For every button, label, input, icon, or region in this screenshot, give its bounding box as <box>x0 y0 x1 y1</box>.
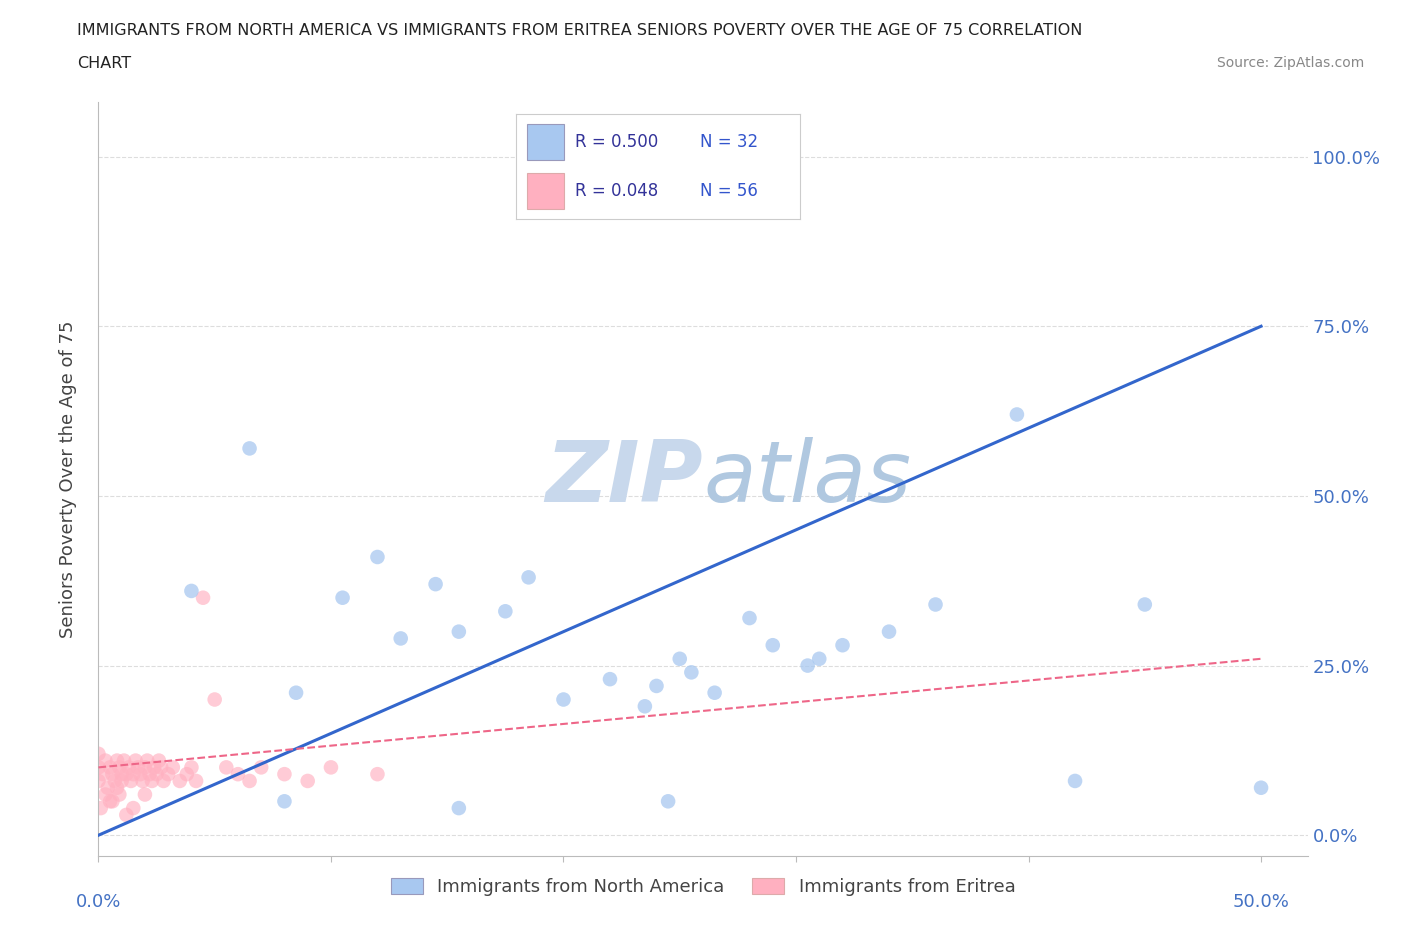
Point <box>98 760 121 775</box>
Point <box>703 685 725 700</box>
Point <box>101 766 124 781</box>
Point <box>115 807 138 822</box>
Point <box>634 698 657 713</box>
Point <box>738 611 761 626</box>
Point <box>94 753 117 768</box>
Legend: Immigrants from North America, Immigrants from Eritrea: Immigrants from North America, Immigrant… <box>384 870 1022 903</box>
Point <box>877 624 900 639</box>
Point <box>250 760 273 775</box>
Point <box>1005 407 1028 422</box>
Point <box>796 658 818 673</box>
Point <box>204 692 226 707</box>
Point <box>425 577 447 591</box>
Point <box>148 753 170 768</box>
Point <box>87 760 110 775</box>
Point <box>124 753 146 768</box>
Point <box>150 760 173 775</box>
Point <box>105 753 128 768</box>
Point <box>285 685 308 700</box>
Point <box>138 766 160 781</box>
Point <box>141 774 163 789</box>
Point <box>87 774 110 789</box>
Point <box>111 766 134 781</box>
Point <box>494 604 516 618</box>
Point <box>115 766 138 781</box>
Point <box>129 766 152 781</box>
Point <box>152 774 174 789</box>
Point <box>239 441 262 456</box>
Point <box>127 760 149 775</box>
Point <box>176 766 198 781</box>
Point <box>184 774 207 789</box>
Point <box>136 753 159 768</box>
Point <box>118 760 141 775</box>
Text: IMMIGRANTS FROM NORTH AMERICA VS IMMIGRANTS FROM ERITREA SENIORS POVERTY OVER TH: IMMIGRANTS FROM NORTH AMERICA VS IMMIGRA… <box>77 23 1083 38</box>
Point <box>657 794 679 809</box>
Point <box>122 766 145 781</box>
Point <box>108 787 131 802</box>
Point <box>90 801 112 816</box>
Text: 50.0%: 50.0% <box>1233 893 1289 910</box>
Text: atlas: atlas <box>703 437 911 521</box>
Point <box>105 780 128 795</box>
Point <box>366 766 388 781</box>
Point <box>808 651 831 666</box>
Point <box>389 631 412 645</box>
Point <box>332 591 354 605</box>
Point <box>215 760 238 775</box>
Point <box>120 774 142 789</box>
Point <box>1133 597 1156 612</box>
Point <box>145 766 167 781</box>
Point <box>1064 774 1087 789</box>
Point <box>101 794 124 809</box>
Point <box>134 787 156 802</box>
Point <box>94 787 117 802</box>
Point <box>319 760 342 775</box>
Point <box>447 801 470 816</box>
Point <box>762 638 785 653</box>
Point <box>191 591 214 605</box>
Point <box>447 624 470 639</box>
Point <box>143 760 166 775</box>
Point <box>239 774 262 789</box>
Text: CHART: CHART <box>77 56 131 71</box>
Point <box>112 753 135 768</box>
Y-axis label: Seniors Poverty Over the Age of 75: Seniors Poverty Over the Age of 75 <box>59 320 77 638</box>
Point <box>104 774 127 789</box>
Point <box>226 766 249 781</box>
Point <box>273 794 295 809</box>
Point <box>98 794 121 809</box>
Point <box>1250 780 1272 795</box>
Point <box>91 766 114 781</box>
Point <box>122 801 145 816</box>
Text: ZIP: ZIP <box>546 437 703 521</box>
Point <box>134 760 156 775</box>
Point <box>169 774 191 789</box>
Point <box>157 766 180 781</box>
Text: Source: ZipAtlas.com: Source: ZipAtlas.com <box>1216 56 1364 70</box>
Point <box>297 774 319 789</box>
Point <box>87 747 110 762</box>
Point <box>111 774 134 789</box>
Point <box>366 550 388 565</box>
Point <box>553 692 575 707</box>
Point <box>645 679 668 694</box>
Point <box>599 671 621 686</box>
Point <box>517 570 540 585</box>
Point <box>668 651 690 666</box>
Point <box>180 583 202 598</box>
Point <box>588 183 610 198</box>
Point <box>681 665 703 680</box>
Point <box>108 760 131 775</box>
Point <box>97 780 120 795</box>
Point <box>924 597 946 612</box>
Point <box>131 774 153 789</box>
Point <box>273 766 295 781</box>
Point <box>180 760 202 775</box>
Text: 0.0%: 0.0% <box>76 893 121 910</box>
Point <box>831 638 853 653</box>
Point <box>162 760 184 775</box>
